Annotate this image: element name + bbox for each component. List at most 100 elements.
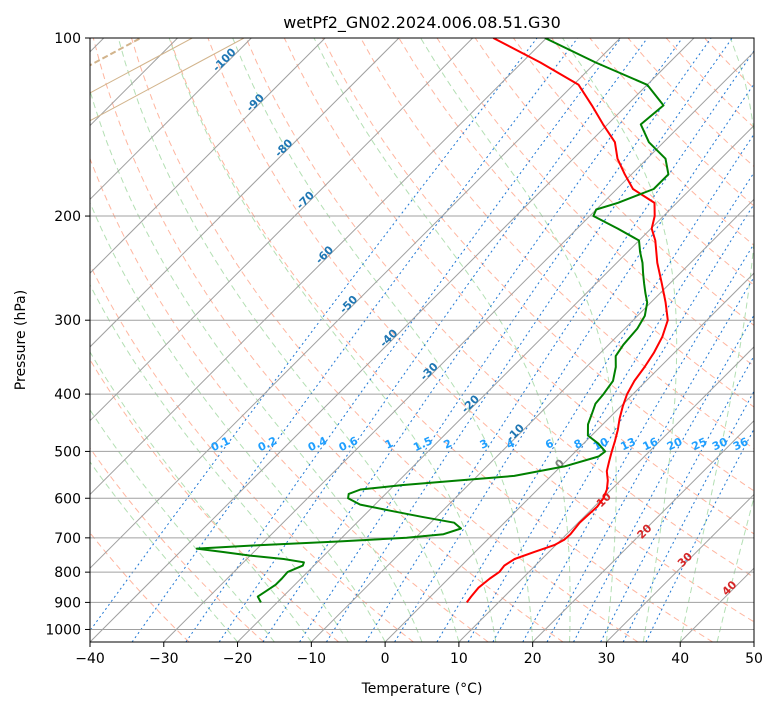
adiabat-label: 30 [675, 550, 695, 570]
dewpoint-line [195, 38, 670, 603]
dry-adiabat [90, 263, 414, 642]
isotherm-line [679, 567, 754, 642]
y-tick-label: 400 [54, 387, 81, 403]
moist-adiabat [90, 351, 312, 642]
dry-adiabat [283, 38, 754, 535]
isotherm-line [606, 493, 754, 642]
isotherm-line [90, 38, 547, 496]
mixing-ratio-line [299, 38, 712, 642]
mixing-ratio-label: 2 [441, 437, 453, 452]
dry-adiabat [665, 38, 754, 129]
y-tick-label: 500 [54, 444, 81, 460]
extra-curve [90, 38, 245, 122]
x-tick-label: 0 [381, 651, 390, 667]
moist-adiabat [313, 38, 571, 642]
dry-adiabat [398, 38, 754, 408]
y-tick-label: 100 [54, 31, 81, 47]
adiabat-label: 40 [719, 578, 739, 598]
mixing-ratio-line [131, 38, 579, 642]
mixing-ratio-line [185, 38, 622, 642]
isotherm-label: -100 [210, 45, 239, 74]
isotherm-line [90, 38, 400, 348]
isotherm-line [458, 346, 754, 642]
isotherm-label: -60 [313, 243, 336, 266]
isotherm-line [90, 38, 621, 569]
mixing-ratio-line [522, 242, 754, 642]
x-tick-label: 50 [745, 651, 763, 667]
dry-adiabat [245, 38, 754, 579]
isotherm-line [90, 38, 474, 422]
mixing-ratio-line [436, 133, 754, 642]
mixing-ratio-line [262, 38, 683, 642]
moist-adiabat [90, 461, 238, 642]
x-tick-label: 20 [524, 651, 542, 667]
moist-adiabat [90, 283, 349, 642]
y-tick-label: 200 [54, 209, 81, 225]
mixing-ratio-line [365, 50, 754, 642]
y-axis-label: Pressure (hPa) [13, 290, 29, 390]
background-lines [90, 38, 754, 642]
y-tick-label: 800 [54, 565, 81, 581]
profile-lines [195, 38, 670, 603]
isotherm-label: -70 [294, 189, 317, 212]
dry-adiabat [90, 358, 339, 642]
moist-adiabat [90, 89, 423, 642]
dry-adiabat [207, 38, 754, 623]
isotherm-line [384, 272, 754, 642]
dry-adiabat [92, 38, 564, 642]
mixing-ratio-label: 3 [478, 437, 490, 452]
x-tick-label: 30 [598, 651, 616, 667]
moist-adiabat [168, 38, 497, 642]
x-tick-label: −10 [297, 651, 327, 667]
mixing-ratio-line [645, 428, 754, 642]
mixing-ratio-line [622, 390, 754, 642]
isotherm-line [310, 198, 754, 642]
temperature-line [465, 38, 669, 603]
y-tick-label: 700 [54, 531, 81, 547]
isotherm-label: -90 [244, 91, 267, 114]
moist-adiabat [562, 38, 678, 642]
mixing-ratio-line [218, 38, 648, 642]
isotherm-line [90, 38, 695, 642]
isotherm-line [532, 419, 754, 642]
isotherm-label: -80 [272, 136, 295, 159]
isotherm-line [753, 641, 754, 642]
isotherm-line [163, 51, 754, 642]
plot-frame [89, 37, 755, 643]
mixing-ratio-line [90, 38, 538, 632]
y-tick-label: 900 [54, 595, 81, 611]
axes: −40 −30 −20 −10 0 10 20 30 40 50 100 200 300 400 500 60… [45, 31, 763, 667]
isotherm-label: -40 [377, 326, 400, 349]
dry-adiabat [322, 38, 754, 492]
x-tick-label: −20 [223, 651, 253, 667]
moist-adiabat [679, 38, 754, 642]
mixing-ratio-label: 30 [710, 435, 730, 453]
isotherm-line [90, 38, 252, 201]
x-axis-label: Temperature (°C) [361, 681, 483, 697]
isotherm-label: -50 [337, 293, 360, 316]
moist-adiabat [117, 38, 460, 642]
dry-adiabat [589, 38, 754, 207]
mixing-ratio-line [394, 83, 754, 642]
dry-adiabat [90, 157, 489, 642]
mixing-ratio-label: 10 [591, 435, 611, 453]
adiabat-label: 20 [635, 521, 655, 541]
mixing-ratio-label: 20 [665, 435, 685, 453]
x-tick-label: −30 [149, 651, 179, 667]
moist-adiabat [716, 495, 754, 642]
dry-adiabat [474, 38, 754, 326]
mixing-ratio-label: 25 [690, 435, 709, 453]
x-tick-label: 10 [450, 651, 468, 667]
mixing-ratio-label: 13 [619, 435, 638, 453]
y-tick-label: 300 [54, 313, 81, 329]
y-tick-label: 1000 [45, 622, 81, 638]
mixing-ratio-label: 6 [543, 437, 556, 452]
dry-adiabat [90, 447, 265, 642]
dry-adiabat [131, 38, 639, 642]
mixing-ratio-line [467, 171, 754, 642]
y-tick-label: 600 [54, 491, 81, 507]
chart-title: wetPf2_GN02.2024.006.08.51.G30 [283, 13, 561, 33]
mixing-ratio-label: 16 [641, 435, 661, 453]
mixing-ratio-line [573, 314, 754, 642]
